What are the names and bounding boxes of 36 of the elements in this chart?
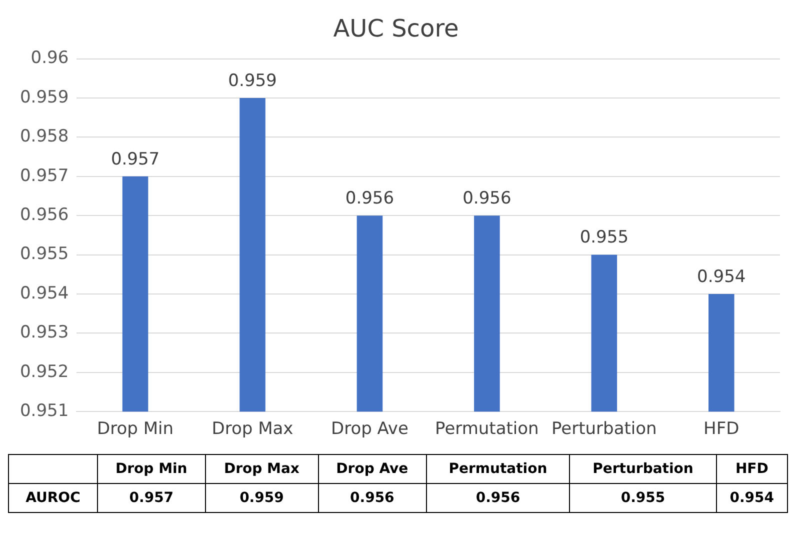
annotation: 0.954 — [697, 266, 746, 287]
data-label: 0.954 — [716, 484, 788, 512]
x-tick-label: Drop Max — [212, 419, 294, 440]
y-tick-label: 0.958 — [20, 126, 69, 147]
text: AUROC — [8, 484, 98, 512]
x-tick-label: Permutation — [435, 419, 539, 440]
data-label: 0.956 — [426, 484, 570, 512]
data-label: 0.959 — [205, 484, 318, 512]
y-tick-label: 0.957 — [20, 166, 69, 186]
category-label: Drop Ave — [336, 461, 408, 477]
data-label: 0.955 — [570, 484, 716, 512]
data-label: 0.957 — [98, 484, 206, 512]
y-tick-label: 0.956 — [20, 205, 69, 226]
y-tick-label: 0.96 — [30, 48, 69, 68]
y-tick-label: 0.951 — [20, 401, 69, 422]
annotation: 0.959 — [228, 70, 277, 91]
y-tick-label: 0.955 — [20, 244, 69, 264]
x-tick-label: Drop Min — [97, 419, 174, 440]
category-label: Perturbation — [592, 461, 694, 477]
x-tick-label: Drop Ave — [330, 419, 408, 440]
annotation: 0.955 — [580, 228, 629, 248]
x-tick-label: HFD — [704, 419, 740, 440]
category-label: HFD — [735, 461, 768, 477]
data-label: 0.956 — [318, 484, 426, 512]
chart-title: AUC Score — [333, 14, 459, 43]
category-label: Permutation — [448, 461, 548, 477]
category-label: Drop Max — [224, 461, 300, 477]
annotation: 0.956 — [345, 188, 394, 209]
annotation: 0.956 — [462, 188, 512, 209]
y-tick-label: 0.959 — [20, 87, 69, 108]
category-label: Drop Min — [116, 461, 188, 477]
y-tick-label: 0.954 — [20, 283, 69, 304]
y-tick-label: 0.952 — [20, 362, 69, 382]
y-tick-label: 0.953 — [20, 322, 69, 343]
x-tick-label: Perturbation — [552, 419, 657, 440]
annotation: 0.957 — [110, 149, 160, 170]
